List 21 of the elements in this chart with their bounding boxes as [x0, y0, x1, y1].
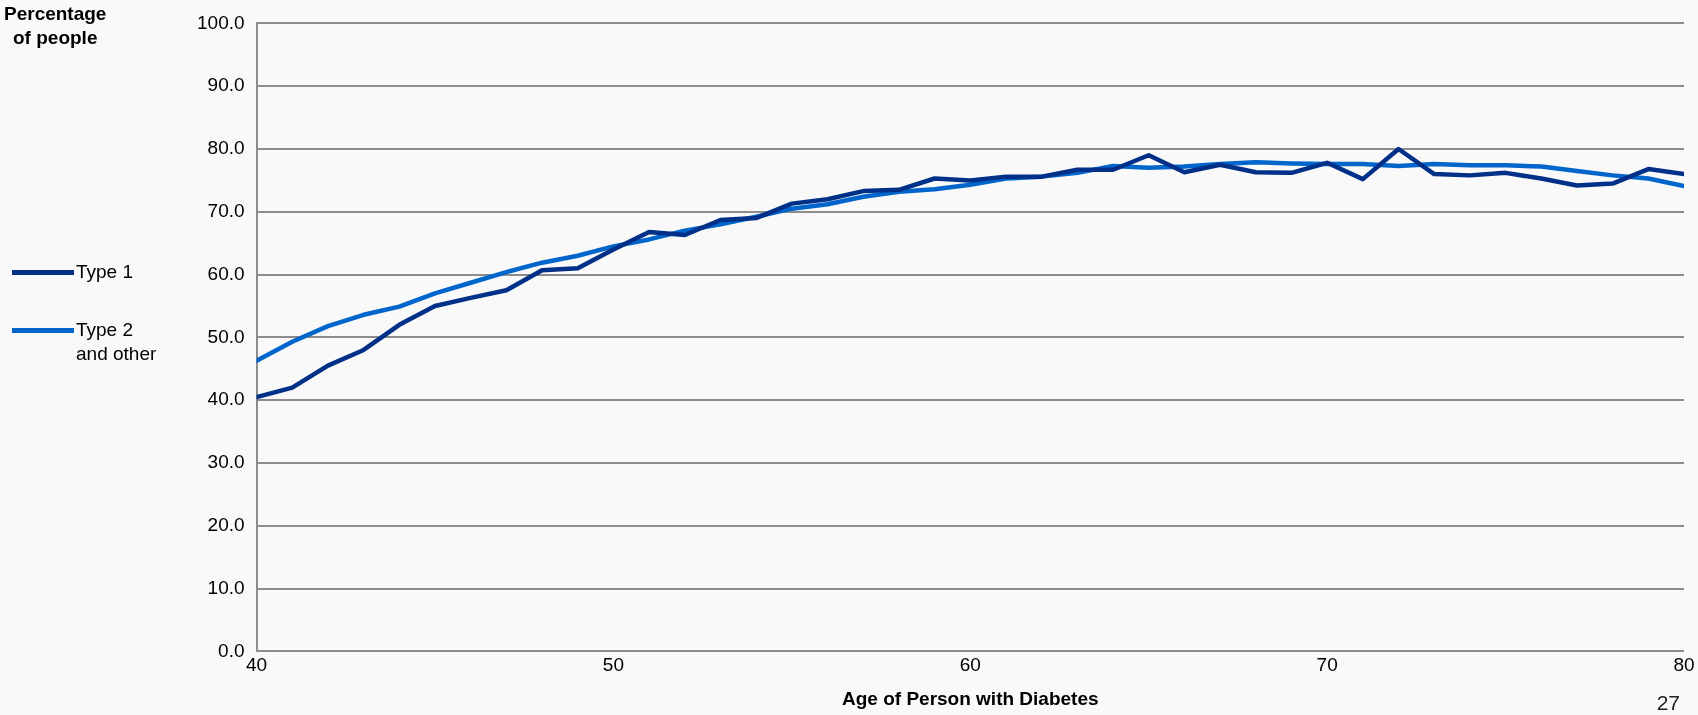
y-axis-title: Percentage of people [4, 2, 107, 50]
y-tick-label: 60.0 [207, 262, 245, 284]
x-axis-title: Age of Person with Diabetes [842, 687, 1099, 709]
x-tick-label: 40 [245, 654, 268, 676]
y-tick-label: 30.0 [207, 451, 245, 473]
x-tick-label: 70 [1316, 654, 1338, 676]
y-tick-label: 10.0 [207, 576, 245, 598]
y-tick-label: 50.0 [207, 325, 245, 347]
x-tick-label: 80 [1673, 654, 1695, 676]
y-tick-label: 100.0 [197, 11, 245, 33]
text: 27 [1656, 691, 1680, 715]
y-tick-label: 90.0 [207, 74, 245, 96]
x-tick-label: 60 [959, 654, 981, 676]
legend-label: Type 1 [76, 260, 134, 284]
y-tick-label: 0.0 [218, 639, 245, 661]
legend-label: Type 2 and other [76, 318, 157, 366]
y-tick-label: 70.0 [207, 200, 245, 222]
y-tick-label: 80.0 [207, 137, 245, 159]
x-tick-label: 50 [602, 654, 624, 676]
y-tick-label: 40.0 [207, 388, 245, 410]
y-tick-label: 20.0 [207, 514, 245, 536]
